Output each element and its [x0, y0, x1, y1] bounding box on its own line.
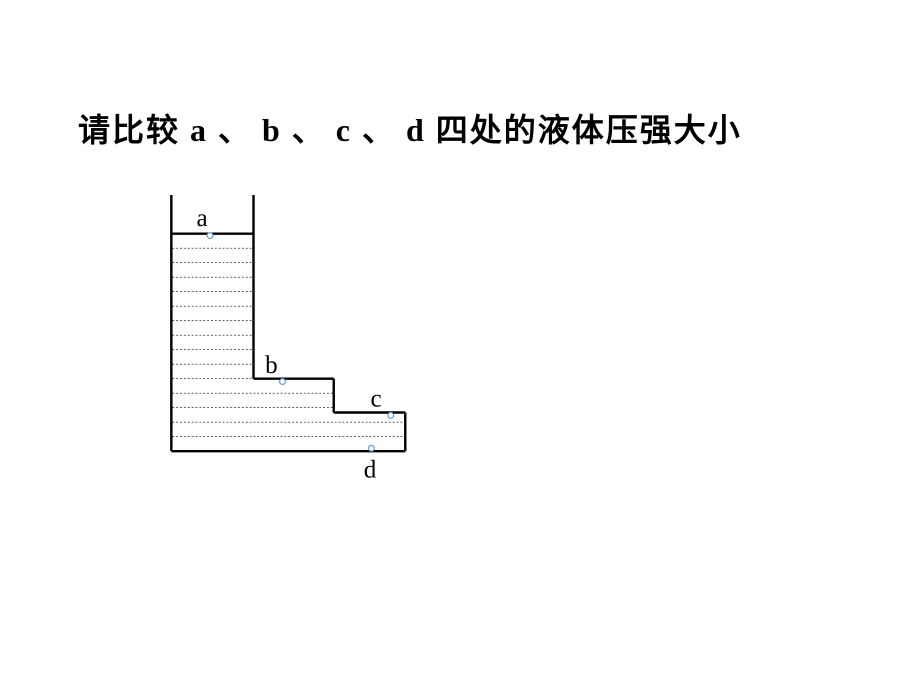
label-d: d — [364, 456, 377, 483]
liquid-pressure-diagram: a b c d — [157, 195, 437, 485]
point-d — [369, 445, 375, 451]
point-c — [388, 413, 394, 419]
label-a: a — [196, 205, 207, 232]
label-b: b — [265, 352, 278, 379]
diagram-svg: a b c d — [157, 195, 437, 485]
point-a — [207, 233, 213, 239]
point-b — [280, 379, 286, 385]
question-title: 请比较 a 、 b 、 c 、 d 四处的液体压强大小 — [78, 105, 742, 151]
liquid-hatching — [172, 248, 404, 437]
label-c: c — [370, 386, 381, 413]
